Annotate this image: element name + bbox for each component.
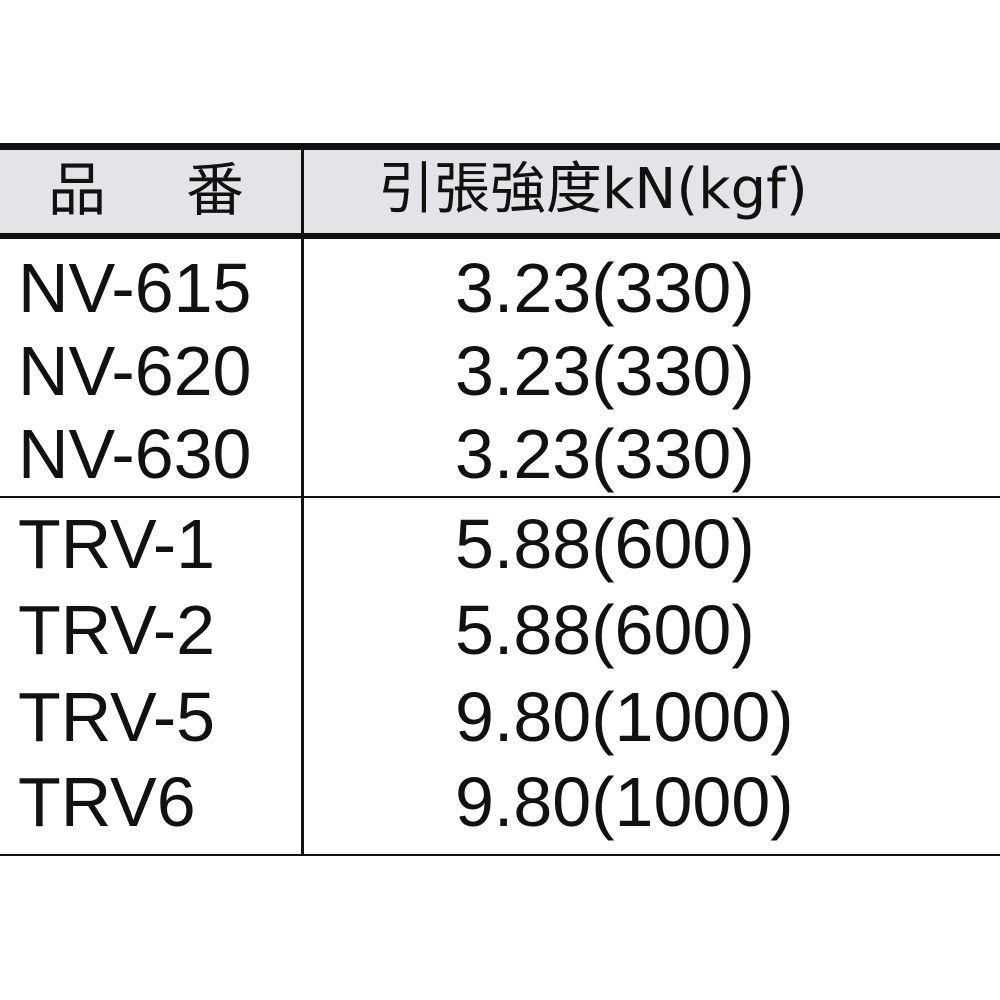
header-part-char-2: 番 <box>186 156 245 224</box>
group-divider <box>0 496 1000 498</box>
strength-value: 9.80(1000) <box>455 678 794 756</box>
strength-value: 5.88(600) <box>455 505 755 583</box>
part-number: NV-615 <box>18 249 252 327</box>
part-number: NV-630 <box>18 415 252 493</box>
part-number: TRV-1 <box>18 505 216 583</box>
strength-value: 3.23(330) <box>455 332 755 410</box>
column-divider <box>301 143 304 856</box>
top-border <box>0 143 1000 150</box>
header-part-number: 品番 <box>48 150 244 230</box>
part-number: TRV-5 <box>18 678 216 756</box>
strength-value: 3.23(330) <box>455 249 755 327</box>
header-tensile-strength: 引張強度kN(kgf) <box>378 157 808 222</box>
strength-value: 5.88(600) <box>455 591 755 669</box>
part-number: NV-620 <box>18 332 252 410</box>
part-number: TRV-2 <box>18 591 216 669</box>
part-number: TRV6 <box>18 763 196 841</box>
table-header-background <box>0 146 1000 235</box>
bottom-border <box>0 854 1000 856</box>
strength-value: 9.80(1000) <box>455 763 794 841</box>
header-border <box>0 233 1000 239</box>
strength-value: 3.23(330) <box>455 415 755 493</box>
header-part-char-1: 品 <box>48 156 107 224</box>
